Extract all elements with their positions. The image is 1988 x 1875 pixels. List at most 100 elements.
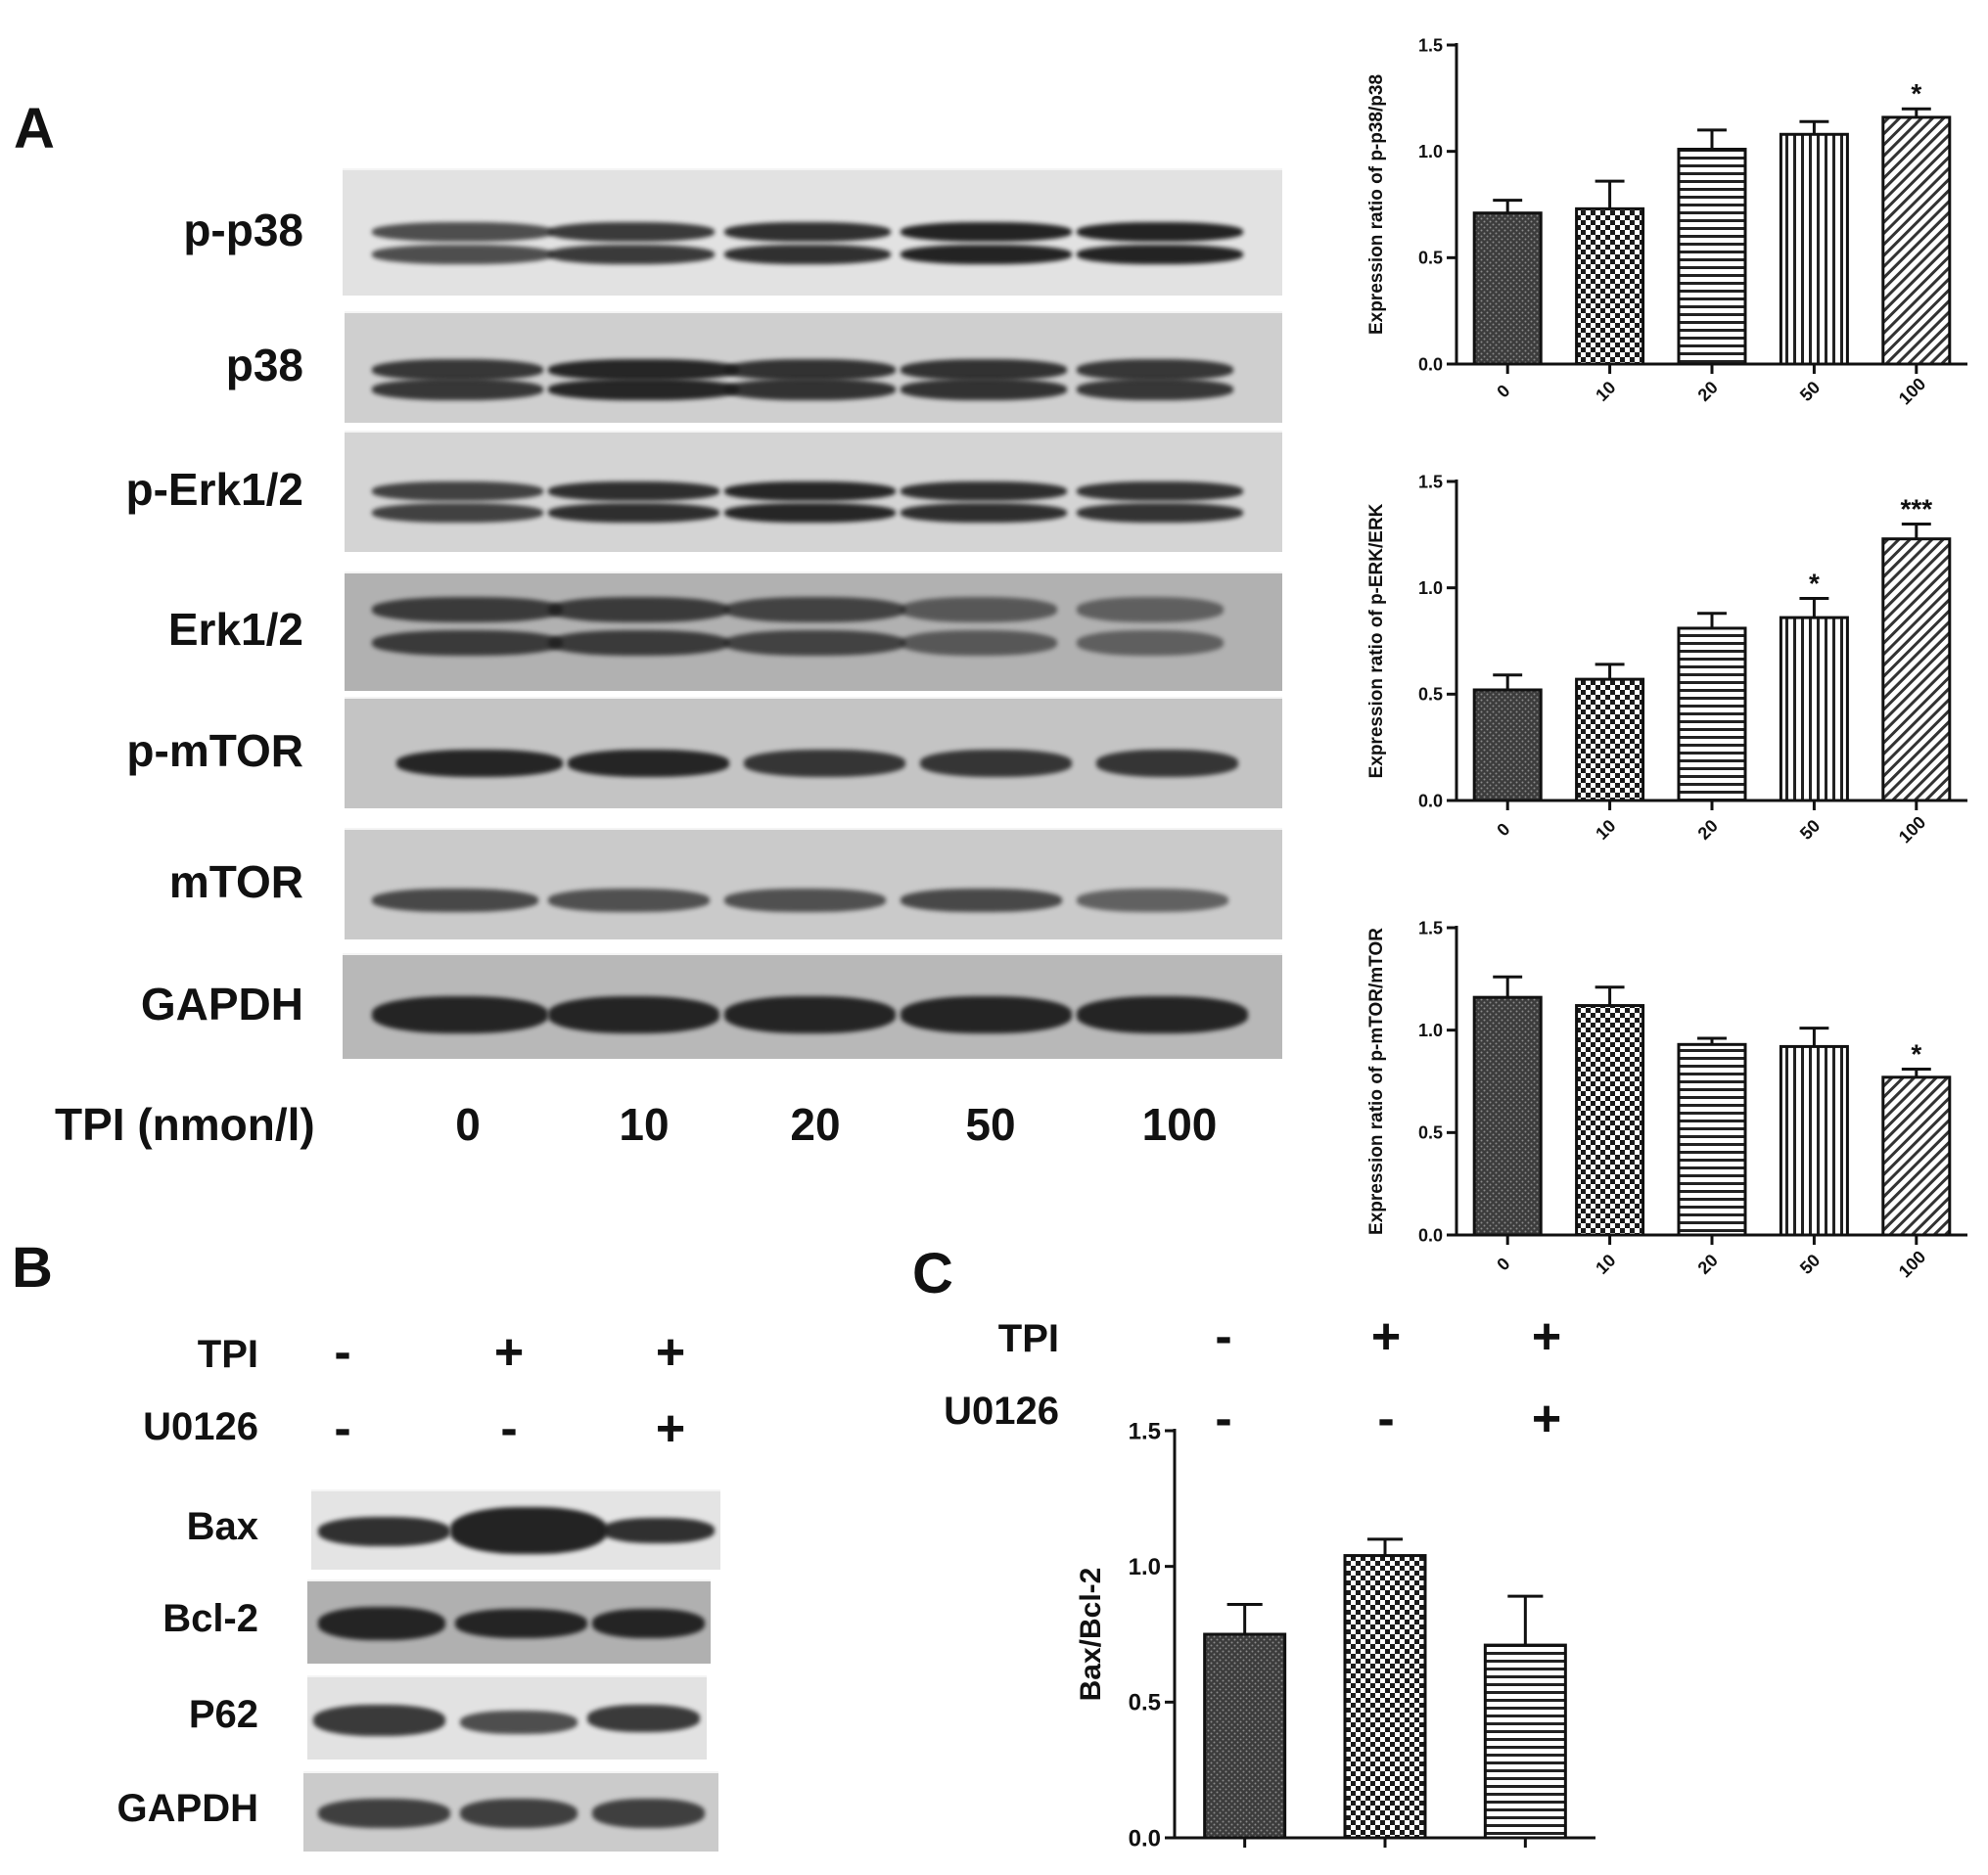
panel-a-blot-strip-6: [343, 953, 1282, 1059]
chart2-category-label-1: 10: [1592, 1251, 1619, 1278]
panel-a-blot-band-1-8: [1077, 359, 1233, 381]
panel-a-blot-band-2-9: [1077, 503, 1243, 523]
panel-b-u0126-sign-1: -: [334, 1400, 351, 1457]
panel-c-tpi-sign-1: -: [1215, 1308, 1232, 1365]
panel-a-blot-band-4-2: [744, 750, 905, 777]
panel-a-blot-strip-2: [345, 431, 1282, 552]
panel-a-blot-band-6-3: [901, 996, 1072, 1033]
panel-a-blot-band-3-1: [372, 630, 563, 656]
chart0-category-label-2: 20: [1694, 378, 1722, 405]
panel-b-blot-band-3-2: [592, 1799, 705, 1828]
chart2-category-label-4: 100: [1895, 1247, 1929, 1281]
chart2-bar-0: [1472, 995, 1543, 1237]
panel-a-blot-label-5: mTOR: [168, 856, 303, 907]
chart0-ytick-label-0: 0.0: [1418, 354, 1443, 374]
panel-b-blot-band-1-1: [455, 1609, 587, 1638]
panel-a-blot-band-5-4: [1077, 889, 1228, 912]
panel-a-blot-band-4-3: [920, 750, 1072, 777]
panel-b-blot-band-2-0: [313, 1705, 445, 1736]
panel-a-blot-strip-3: [345, 572, 1282, 691]
panel-a-blot-band-0-5: [724, 245, 891, 264]
panel-a-blot-band-2-4: [724, 481, 896, 501]
panel-a-blot-band-1-2: [548, 359, 739, 381]
panel-a-blot-band-2-6: [901, 481, 1067, 501]
chart0-ytick-label-2: 1.0: [1418, 142, 1443, 161]
panel-a-blot-band-0-6: [901, 222, 1072, 242]
panel-a-blot-band-1-3: [548, 379, 739, 400]
chart2-bar-2: [1677, 1042, 1747, 1237]
panel-a-blot-band-1-6: [901, 359, 1067, 381]
panel-a-blot-band-5-2: [724, 889, 886, 912]
panel-c-u0126-sign-1: -: [1215, 1391, 1232, 1447]
panel-a-blot-strip-4: [345, 697, 1282, 808]
panel-a-blot-band-2-1: [372, 503, 543, 523]
panel-b-blot-band-1-2: [592, 1609, 705, 1638]
chart2-category-label-2: 20: [1694, 1251, 1722, 1278]
panel-a-blot-band-0-2: [548, 222, 715, 242]
panel-a-blot-band-1-7: [901, 379, 1067, 400]
chart1-category-label-3: 50: [1796, 816, 1824, 844]
chart3-ytick-label-2: 1.0: [1129, 1554, 1161, 1580]
chart1-ylabel: Expression ratio of p-ERK/ERK: [1366, 503, 1387, 778]
panel-b-tpi-label: TPI: [197, 1333, 258, 1376]
panel-b-blot-strip-0: [311, 1489, 720, 1570]
chart0-category-label-3: 50: [1796, 378, 1824, 405]
panel-b-blot-label-3: GAPDH: [116, 1787, 258, 1830]
chart2-category-label-3: 50: [1796, 1251, 1824, 1278]
dose-label-20: 20: [790, 1099, 841, 1150]
panel-a-blot-label-1: p38: [225, 340, 303, 390]
chart0-bar-1: [1575, 206, 1645, 366]
panel-a-blot-band-2-5: [724, 503, 896, 523]
panel-a-blot-band-3-8: [1077, 597, 1224, 622]
panel-a-blot-band-6-4: [1077, 996, 1248, 1033]
chart2-ylabel: Expression ratio of p-mTOR/mTOR: [1366, 928, 1387, 1235]
panel-a-blot-band-0-0: [372, 222, 553, 242]
chart0-ytick-label-1: 0.5: [1418, 249, 1443, 268]
panel-a-blot-label-3: Erk1/2: [167, 604, 303, 655]
dose-label-10: 10: [619, 1099, 670, 1150]
chart2-ytick-label-0: 0.0: [1418, 1225, 1443, 1245]
chart1-category-label-2: 20: [1694, 816, 1722, 844]
panel-a-blot-strip-0: [343, 168, 1282, 296]
panel-a-blot-band-3-5: [724, 630, 905, 656]
chart1-ytick-label-0: 0.0: [1418, 791, 1443, 810]
panel-b-blot-band-3-0: [318, 1799, 450, 1828]
panel-b-u0126-label: U0126: [143, 1405, 258, 1448]
panel-b-blot-band-1-0: [318, 1607, 445, 1640]
panel-a-blot-band-2-8: [1077, 481, 1243, 501]
chart0-bar-0: [1472, 211, 1543, 366]
panel-c-u0126-sign-2: -: [1377, 1391, 1395, 1447]
panel-b-blot-band-2-1: [460, 1711, 578, 1734]
panel-b-blot-strip-1: [307, 1579, 711, 1664]
chart0-bar-2: [1677, 147, 1747, 366]
panel-c-u0126-label: U0126: [944, 1390, 1059, 1433]
chart2-ytick-label-3: 1.5: [1418, 918, 1443, 938]
panel-a-blot-band-4-4: [1096, 750, 1238, 777]
panel-a-blot-label-6: GAPDH: [140, 979, 303, 1029]
chart3-bar-2: [1483, 1643, 1567, 1840]
panel-b-blot: Bax Bcl-2 P62 GAPDH: [0, 1448, 744, 1875]
panel-a-blot-band-1-4: [724, 359, 896, 381]
panel-b-u0126-sign-3: +: [655, 1400, 686, 1457]
chart1-annotation-4: ***: [1900, 493, 1932, 524]
panel-label-a: A: [14, 97, 55, 160]
panel-a-blot-label-0: p-p38: [183, 205, 303, 255]
panel-a-blot-strip-5: [345, 828, 1282, 939]
chart1-category-label-0: 0: [1493, 819, 1513, 840]
panel-b-blot-strip-3: [303, 1771, 718, 1852]
dose-label-100: 100: [1141, 1099, 1218, 1150]
panel-b-blot-band-0-2: [602, 1518, 715, 1543]
chart1-category-label-4: 100: [1895, 812, 1929, 846]
chart1-bar-0: [1472, 688, 1543, 802]
panel-a-blot-band-5-0: [372, 889, 538, 912]
panel-b-blot-band-3-1: [460, 1799, 578, 1828]
panel-a-blot-band-4-0: [396, 750, 563, 777]
chart0-category-label-4: 100: [1895, 374, 1929, 408]
panel-a-blot-band-2-3: [548, 503, 719, 523]
panel-c-u0126-sign-3: +: [1531, 1391, 1562, 1447]
chart0-annotation-4: *: [1911, 78, 1921, 109]
panel-b-tpi-sign-3: +: [655, 1324, 686, 1381]
chart2-bar-1: [1575, 1004, 1645, 1237]
panel-b-blot-band-2-2: [587, 1705, 700, 1732]
